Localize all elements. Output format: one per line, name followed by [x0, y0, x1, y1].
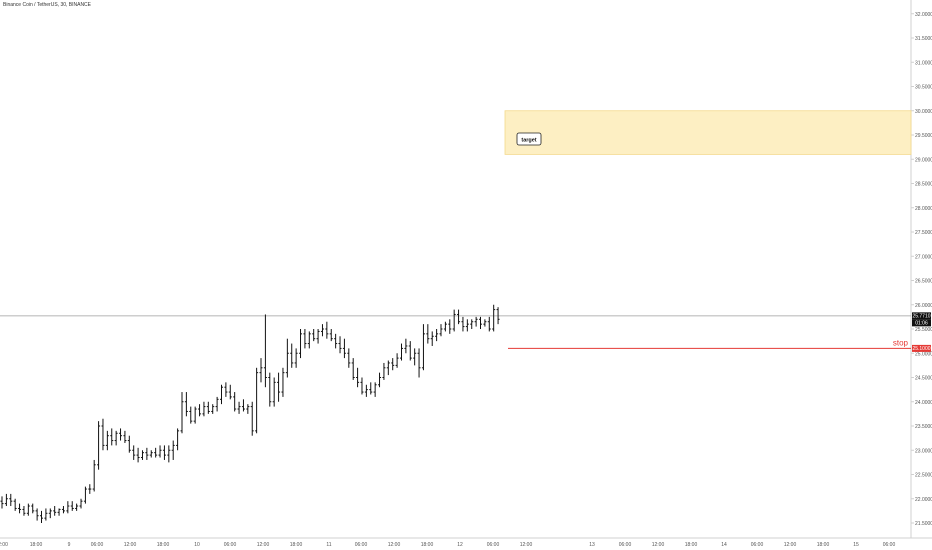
y-tick-label: 30.5000	[915, 85, 932, 91]
x-tick-label: 11	[326, 542, 331, 548]
target-label-box	[516, 132, 542, 146]
target-zone	[504, 110, 912, 155]
y-tick-label: 21.5000	[915, 521, 932, 527]
x-tick-label: 12:00	[784, 542, 797, 548]
current-price-tag	[912, 312, 931, 320]
x-tick-label: 2:00	[0, 542, 8, 548]
target-label: target	[521, 138, 536, 144]
x-tick-label: 06:00	[224, 542, 237, 548]
y-tick-label: 23.0000	[915, 448, 932, 454]
x-tick-label: 10	[194, 542, 200, 548]
x-tick-label: 9	[68, 542, 71, 548]
x-tick-label: 18:00	[157, 542, 170, 548]
y-tick-label: 28.0000	[915, 206, 932, 212]
y-tick-label: 24.0000	[915, 400, 932, 406]
y-tick-label: 25.0000	[915, 351, 932, 357]
y-tick-label: 32.0000	[915, 12, 932, 18]
x-tick-label: 06:00	[91, 542, 104, 548]
x-tick-label: 12:00	[388, 542, 401, 548]
y-tick-label: 22.5000	[915, 473, 932, 479]
y-tick-label: 31.0000	[915, 60, 932, 66]
x-tick-label: 12:00	[257, 542, 270, 548]
x-tick-label: 18:00	[290, 542, 303, 548]
y-tick-label: 29.0000	[915, 157, 932, 163]
y-tick-label: 30.0000	[915, 109, 932, 115]
countdown-text: 01:06	[915, 321, 928, 327]
y-tick-label: 27.5000	[915, 230, 932, 236]
x-tick-label: 18:00	[421, 542, 434, 548]
x-tick-label: 06:00	[619, 542, 632, 548]
x-tick-label: 13	[589, 542, 595, 548]
y-tick-label: 22.0000	[915, 497, 932, 503]
y-tick-label: 26.0000	[915, 303, 932, 309]
x-tick-label: 14	[721, 542, 727, 548]
current-price-text: 25.7710	[912, 314, 930, 320]
y-tick-label: 31.5000	[915, 36, 932, 42]
x-tick-label: 18:00	[685, 542, 698, 548]
y-tick-label: 26.5000	[915, 279, 932, 285]
x-tick-label: 06:00	[751, 542, 764, 548]
x-tick-label: 18:00	[30, 542, 43, 548]
y-tick-label: 25.5000	[915, 327, 932, 333]
y-tick-label: 29.5000	[915, 133, 932, 139]
x-tick-label: 12:00	[124, 542, 137, 548]
x-tick-label: 12:00	[520, 542, 533, 548]
y-tick-label: 28.5000	[915, 182, 932, 188]
y-tick-label: 23.5000	[915, 424, 932, 430]
stop-label: stop	[893, 338, 909, 347]
x-tick-label: 12:00	[652, 542, 665, 548]
x-tick-label: 18:00	[817, 542, 830, 548]
x-tick-label: 12	[457, 542, 463, 548]
y-tick-label: 24.5000	[915, 376, 932, 382]
x-tick-label: 06:00	[487, 542, 500, 548]
x-tick-label: 15	[853, 542, 859, 548]
x-tick-label: 06:00	[883, 542, 896, 548]
x-tick-label: 06:00	[355, 542, 368, 548]
stop-price-tag	[912, 344, 931, 352]
countdown-tag	[912, 319, 931, 327]
stop-price-text: 25.1000	[912, 346, 930, 352]
symbol-header: Binance Coin / TetherUS, 30, BINANCE	[3, 2, 92, 8]
y-tick-label: 27.0000	[915, 254, 932, 260]
